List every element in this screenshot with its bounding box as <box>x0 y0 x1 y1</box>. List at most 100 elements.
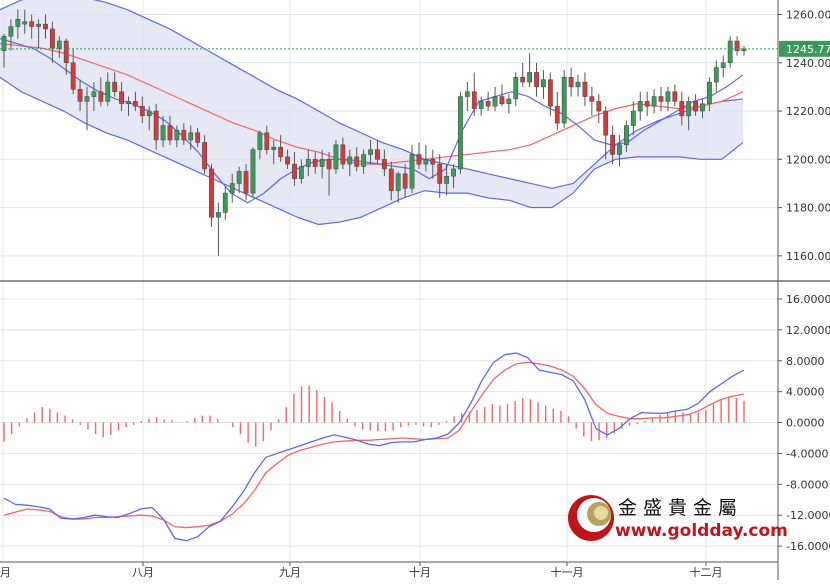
candle-body <box>575 81 581 88</box>
candle-body <box>119 91 124 105</box>
price-tick-label: 1180.00 <box>786 202 830 215</box>
bollinger-middle-line <box>0 42 744 165</box>
candle-body <box>713 67 719 83</box>
month-label: 十二月 <box>690 565 723 579</box>
candle-body <box>43 23 48 30</box>
candle-body <box>582 81 588 97</box>
candle-body <box>658 96 664 102</box>
price-tick-label: 1200.00 <box>786 153 830 166</box>
price-tick-label: 1240.00 <box>786 57 830 70</box>
candle-body <box>126 101 131 105</box>
candle-body <box>15 19 21 27</box>
candle-body <box>146 110 152 117</box>
candlestick-layer <box>1 9 747 256</box>
candle-body <box>734 40 740 51</box>
candle-body <box>437 163 443 184</box>
last-price-label: 1245.77 <box>786 43 830 56</box>
candle-body <box>624 125 629 146</box>
candle-body <box>285 156 290 165</box>
candle-body <box>181 130 187 141</box>
candle-body <box>485 101 491 107</box>
candle-body <box>506 98 512 105</box>
indicator-tick-label: -16.0000 <box>786 540 830 553</box>
candle-body <box>84 96 90 102</box>
candle-body <box>686 101 692 117</box>
candle-body <box>416 154 422 165</box>
candle-body <box>243 171 249 194</box>
last-price-badge <box>779 40 830 57</box>
candle-body <box>520 76 526 83</box>
month-label: 十一月 <box>551 565 584 579</box>
candle-body <box>305 159 311 167</box>
candle-body <box>534 72 539 88</box>
candle-body <box>458 96 463 170</box>
candle-body <box>22 21 28 25</box>
indicator-tick-label: 8.0000 <box>786 355 825 368</box>
grid-layer <box>0 0 778 560</box>
candle-body <box>603 110 609 136</box>
candle-body <box>700 103 705 112</box>
price-tick-label: 1260.00 <box>786 8 830 21</box>
candle-body <box>105 81 111 102</box>
candle-body <box>236 171 242 184</box>
candle-body <box>153 110 159 141</box>
candle-body <box>77 89 83 102</box>
candle-body <box>651 96 657 107</box>
candle-body <box>333 144 339 170</box>
candle-body <box>451 168 456 177</box>
candle-body <box>568 76 574 88</box>
candle-body <box>292 163 297 179</box>
candle-body <box>271 146 277 150</box>
candle-body <box>471 91 477 109</box>
month-label: 九月 <box>279 566 301 579</box>
indicator-tick-label: 4.0000 <box>786 386 825 399</box>
candle-body <box>478 101 484 109</box>
brand-chinese-name: 金盛貴金屬 <box>618 497 743 519</box>
candle-body <box>250 149 256 194</box>
candle-body <box>541 79 546 88</box>
candle-body <box>222 192 228 213</box>
candle-body <box>160 125 166 141</box>
candle-body <box>229 183 235 194</box>
candle-body <box>444 175 450 184</box>
candle-body <box>36 23 41 27</box>
candle-body <box>56 40 62 49</box>
candle-body <box>513 76 519 100</box>
candle-body <box>278 146 284 158</box>
candle-body <box>347 156 353 165</box>
candle-body <box>312 159 318 167</box>
candle-body <box>589 96 595 102</box>
indicator-tick-label: 16.0000 <box>786 293 830 306</box>
candle-body <box>326 159 332 170</box>
candle-body <box>693 101 698 112</box>
candle-body <box>375 149 380 160</box>
candle-body <box>209 168 214 218</box>
candle-body <box>174 130 180 141</box>
candle-body <box>430 159 436 165</box>
indicator-tick-label: -4.0000 <box>786 447 828 460</box>
candle-body <box>29 21 35 27</box>
candle-body <box>63 40 69 64</box>
candle-body <box>70 62 76 90</box>
candle-body <box>112 81 118 92</box>
candle-body <box>167 125 173 141</box>
indicator-tick-label: 12.0000 <box>786 324 830 337</box>
candle-body <box>630 110 636 126</box>
candle-body <box>409 154 415 189</box>
candle-body <box>527 72 533 83</box>
candle-body <box>133 101 138 107</box>
candle-body <box>388 168 394 191</box>
indicator-tick-label: 0.0000 <box>786 417 825 430</box>
candle-body <box>368 149 373 155</box>
candle-body <box>727 40 733 64</box>
candle-body <box>423 159 429 165</box>
candle-body <box>202 142 207 170</box>
indicator-tick-label: -8.0000 <box>786 478 828 491</box>
month-label: 八月 <box>132 566 154 579</box>
candle-body <box>554 105 560 124</box>
candle-body <box>354 156 360 167</box>
candle-body <box>547 79 553 107</box>
candle-body <box>319 159 325 167</box>
